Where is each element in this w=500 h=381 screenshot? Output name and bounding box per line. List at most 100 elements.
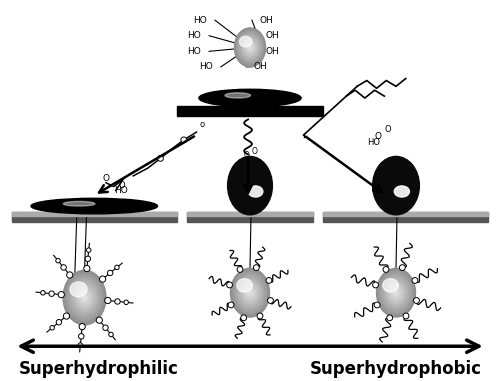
Ellipse shape: [76, 286, 94, 309]
Ellipse shape: [248, 289, 252, 296]
Ellipse shape: [236, 30, 264, 65]
Ellipse shape: [225, 93, 250, 98]
Ellipse shape: [378, 270, 414, 315]
Ellipse shape: [66, 274, 103, 321]
Ellipse shape: [234, 272, 266, 313]
Ellipse shape: [199, 89, 301, 107]
Ellipse shape: [71, 281, 98, 314]
Circle shape: [109, 332, 114, 337]
Ellipse shape: [248, 290, 252, 295]
Circle shape: [61, 265, 66, 270]
Ellipse shape: [244, 285, 256, 300]
Ellipse shape: [377, 269, 415, 316]
Ellipse shape: [238, 278, 262, 308]
Ellipse shape: [232, 270, 268, 315]
Ellipse shape: [244, 39, 256, 56]
Ellipse shape: [238, 32, 262, 63]
Ellipse shape: [235, 29, 265, 66]
Circle shape: [124, 300, 128, 304]
Text: O: O: [384, 125, 391, 134]
Circle shape: [114, 299, 120, 304]
Ellipse shape: [249, 46, 251, 49]
Ellipse shape: [390, 286, 402, 299]
Ellipse shape: [240, 281, 260, 304]
Circle shape: [84, 266, 90, 272]
Ellipse shape: [388, 282, 404, 304]
Ellipse shape: [378, 271, 414, 315]
Ellipse shape: [245, 42, 255, 53]
Ellipse shape: [247, 43, 253, 51]
Ellipse shape: [83, 296, 86, 299]
Text: HO: HO: [188, 31, 202, 40]
Ellipse shape: [78, 289, 91, 306]
Ellipse shape: [242, 37, 258, 58]
Ellipse shape: [68, 277, 101, 318]
Bar: [323, 212, 488, 216]
Bar: [323, 212, 488, 222]
Ellipse shape: [81, 293, 88, 302]
Circle shape: [103, 325, 108, 330]
Ellipse shape: [74, 283, 96, 312]
Ellipse shape: [80, 292, 89, 303]
Ellipse shape: [240, 35, 260, 60]
Bar: [12, 212, 177, 222]
Circle shape: [257, 313, 263, 319]
Text: Superhydrophilic: Superhydrophilic: [18, 360, 178, 378]
Circle shape: [254, 265, 259, 271]
Ellipse shape: [248, 186, 263, 197]
Circle shape: [64, 313, 70, 319]
Ellipse shape: [386, 281, 406, 304]
Text: OH: OH: [254, 62, 268, 71]
Ellipse shape: [31, 198, 158, 214]
Ellipse shape: [384, 278, 408, 308]
Circle shape: [412, 277, 418, 283]
Ellipse shape: [70, 282, 87, 297]
Ellipse shape: [240, 36, 252, 47]
Ellipse shape: [235, 274, 265, 311]
Circle shape: [414, 298, 420, 303]
Circle shape: [374, 302, 380, 308]
Ellipse shape: [376, 268, 416, 317]
Ellipse shape: [236, 276, 264, 309]
Ellipse shape: [70, 280, 99, 315]
Circle shape: [181, 137, 186, 143]
Ellipse shape: [230, 268, 270, 317]
Text: O: O: [118, 181, 125, 190]
Ellipse shape: [244, 41, 256, 54]
Ellipse shape: [383, 279, 398, 292]
Ellipse shape: [243, 39, 257, 56]
Text: O: O: [102, 174, 109, 183]
Ellipse shape: [246, 287, 254, 299]
Ellipse shape: [68, 276, 102, 319]
Ellipse shape: [82, 295, 86, 300]
Bar: [186, 212, 314, 216]
Ellipse shape: [246, 288, 254, 298]
Circle shape: [79, 323, 86, 330]
Ellipse shape: [74, 284, 95, 311]
Ellipse shape: [76, 287, 92, 308]
Ellipse shape: [72, 283, 96, 312]
Circle shape: [403, 313, 409, 319]
Ellipse shape: [64, 272, 104, 323]
Ellipse shape: [236, 275, 264, 310]
Ellipse shape: [66, 273, 104, 322]
Ellipse shape: [244, 286, 256, 299]
Circle shape: [400, 265, 406, 271]
Ellipse shape: [394, 291, 398, 295]
Circle shape: [50, 325, 54, 330]
Text: HO: HO: [200, 62, 213, 71]
Text: O: O: [243, 151, 249, 160]
Ellipse shape: [64, 202, 95, 206]
Ellipse shape: [78, 290, 90, 305]
Ellipse shape: [379, 272, 413, 314]
Circle shape: [58, 291, 64, 298]
Ellipse shape: [240, 280, 260, 305]
Ellipse shape: [67, 275, 102, 320]
Ellipse shape: [84, 297, 86, 298]
Bar: [186, 212, 314, 222]
Circle shape: [372, 282, 378, 288]
Ellipse shape: [240, 34, 260, 61]
Ellipse shape: [241, 36, 259, 59]
Circle shape: [86, 248, 91, 252]
Circle shape: [96, 317, 102, 323]
